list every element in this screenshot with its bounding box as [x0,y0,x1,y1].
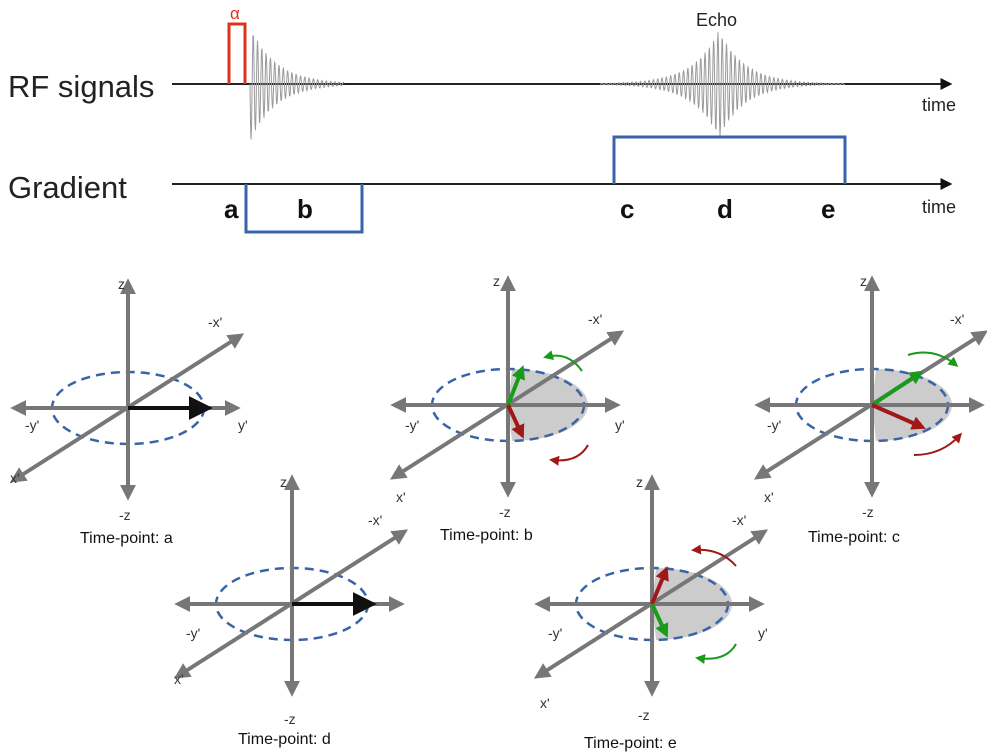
slow-spin-rotation-arrow [691,544,737,567]
x-prime-axis-label: x' [540,695,550,711]
minus-z-axis-label: -z [499,504,511,520]
minus-y-prime-axis-label: -y' [405,417,419,433]
alpha-label: α [230,4,240,23]
minus-x-prime-axis-label: -x' [588,311,602,327]
frame-caption: Time-point: a [80,530,173,547]
x-prime-axis-label: x' [174,671,184,687]
minus-z-axis-label: -z [284,711,296,727]
time-point-c-marker: c [620,194,634,224]
frame-caption: Time-point: c [808,529,900,546]
slow-spin-vector [650,566,669,605]
x-axis [753,330,987,480]
fast-spin-vector [650,603,669,638]
x-prime-axis-label: x' [10,470,20,486]
y-prime-axis-label: y' [238,417,248,433]
z-axis-label: z [860,273,867,289]
x-axis [9,333,245,483]
dephasing-gradient-lobe [244,184,364,234]
minus-y-prime-axis-label: -y' [25,417,39,433]
x-axis [389,330,625,480]
time-point-b-marker: b [297,194,313,224]
frame-caption: Time-point: d [238,731,331,748]
minus-z-axis-label: -z [862,504,874,520]
gradient-time-label: time [922,197,956,217]
slow-spin-vector [871,403,926,430]
x-axis [533,529,769,679]
minus-x-prime-axis-label: -x' [950,311,964,327]
readout-gradient-lobe [612,135,847,184]
x-prime-axis-label: x' [396,489,406,505]
rf-time-label: time [922,95,956,115]
time-point-a-marker: a [224,194,239,224]
frame-caption: Time-point: e [584,735,677,752]
fast-spin-rotation-arrow [907,351,959,367]
minus-y-prime-axis-label: -y' [767,417,781,433]
slow-spin-vector [506,404,525,439]
z-axis-label: z [636,474,643,490]
slow-spin-rotation-arrow [549,444,589,466]
pulse-sequence: RF signals time α Echo Gradient time a b… [8,4,956,234]
echo-label: Echo [696,10,737,30]
minus-y-prime-axis-label: -y' [548,625,562,641]
minus-z-axis-label: -z [119,507,131,523]
fast-spin-vector [870,370,924,407]
echo-signal [599,32,845,136]
fid-signal [249,34,345,140]
y-prime-axis-label: y' [615,417,625,433]
x-axis [173,529,409,679]
frame-time-point-c: z -z -x' x' -y' Time-point: c [753,273,987,546]
slow-spin-rotation-arrow [913,432,963,456]
fast-spin-rotation-arrow [543,350,583,372]
time-point-d-marker: d [717,194,733,224]
minus-x-prime-axis-label: -x' [208,314,222,330]
fast-spin-rotation-arrow [695,643,737,664]
y-prime-axis-label: y' [758,625,768,641]
frame-time-point-a: z -z -x' x' y' -y' Time-point: a [9,276,248,547]
time-point-e-marker: e [821,194,835,224]
minus-y-prime-axis-label: -y' [186,625,200,641]
z-axis-label: z [118,276,125,292]
frame-time-point-e: z -z -x' x' y' -y' Time-point: e [533,474,769,752]
frame-time-point-d: z -z -x' x' -y' Time-point: d [173,474,409,748]
fast-spin-vector [506,365,525,406]
z-axis-label: z [493,273,500,289]
frame-caption: Time-point: b [440,527,533,544]
minus-z-axis-label: -z [638,707,650,723]
gradient-label: Gradient [8,170,127,205]
z-axis-label: z [280,474,287,490]
frame-time-point-b: z -z -x' x' y' -y' Time-point: b [389,273,625,544]
minus-x-prime-axis-label: -x' [732,512,746,528]
minus-x-prime-axis-label: -x' [368,512,382,528]
rf-signals-label: RF signals [8,69,154,104]
alpha-rf-pulse [227,22,247,84]
x-prime-axis-label: x' [764,489,774,505]
